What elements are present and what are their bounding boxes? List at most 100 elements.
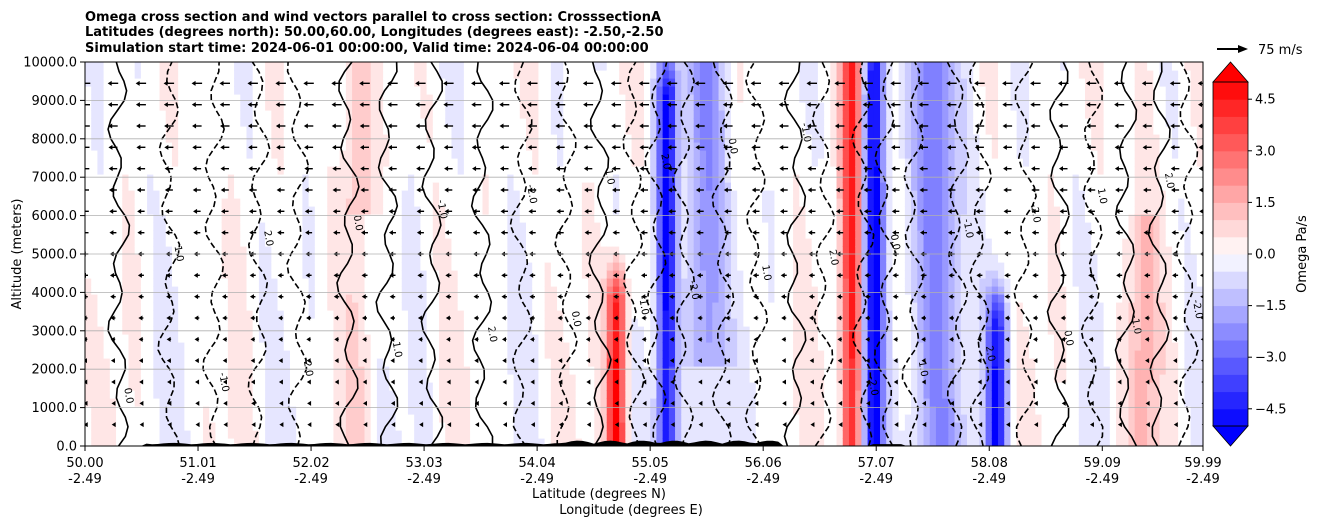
- omega-cell: [190, 230, 198, 239]
- omega-cell: [277, 374, 285, 383]
- omega-cell: [128, 166, 136, 175]
- omega-cell: [619, 78, 626, 87]
- omega-cell: [128, 390, 136, 399]
- omega-cell: [85, 94, 92, 103]
- omega-cell: [457, 126, 465, 135]
- omega-cell: [675, 246, 682, 255]
- omega-cell: [445, 206, 453, 215]
- omega-cell: [420, 406, 428, 415]
- omega-cell: [718, 86, 726, 95]
- omega-cell: [507, 110, 515, 119]
- omega-cell: [85, 246, 92, 255]
- omega-cell: [644, 406, 651, 415]
- omega-cell: [345, 134, 353, 143]
- omega-cell: [128, 422, 136, 431]
- omega-cell: [383, 126, 390, 135]
- omega-cell: [718, 94, 726, 103]
- omega-cell: [364, 246, 372, 255]
- omega-cell: [550, 230, 558, 239]
- omega-cell: [407, 198, 415, 207]
- omega-cell: [246, 158, 254, 167]
- omega-cell: [569, 230, 577, 239]
- omega-cell: [171, 262, 179, 271]
- omega-cell: [190, 302, 198, 311]
- omega-cell: [401, 70, 409, 79]
- omega-cell: [606, 294, 614, 303]
- omega-cell: [85, 350, 92, 359]
- omega-cell: [563, 158, 571, 167]
- omega-cell: [631, 102, 639, 111]
- omega-cell: [594, 294, 602, 303]
- omega-cell: [525, 430, 533, 439]
- omega-cell: [550, 342, 558, 351]
- omega-cell: [140, 294, 148, 303]
- omega-cell: [128, 366, 136, 375]
- omega-cell: [91, 222, 99, 231]
- omega-cell: [569, 414, 577, 423]
- omega-cell: [227, 110, 235, 119]
- omega-cell: [544, 158, 552, 167]
- omega-cell: [364, 310, 372, 319]
- omega-cell: [128, 150, 136, 159]
- omega-cell: [184, 86, 192, 95]
- omega-cell: [128, 342, 136, 351]
- omega-cell: [432, 262, 440, 271]
- omega-cell: [358, 390, 366, 399]
- omega-cell: [532, 350, 540, 359]
- omega-cell: [637, 134, 645, 143]
- omega-cell: [457, 406, 465, 415]
- omega-cell: [538, 134, 546, 143]
- omega-cell: [619, 358, 626, 367]
- omega-cell: [358, 302, 366, 311]
- omega-cell: [470, 126, 477, 135]
- omega-cell: [221, 262, 229, 271]
- omega-cell: [258, 94, 266, 103]
- omega-cell: [594, 270, 602, 279]
- omega-cell: [265, 390, 272, 399]
- omega-cell: [234, 198, 241, 207]
- omega-cell: [128, 398, 136, 407]
- omega-cell: [283, 158, 291, 167]
- omega-cell: [557, 78, 564, 87]
- omega-cell: [209, 350, 217, 359]
- omega-cell: [97, 222, 105, 231]
- omega-cell: [159, 230, 167, 239]
- omega-cell: [532, 334, 540, 343]
- omega-cell: [420, 118, 428, 127]
- omega-cell: [625, 94, 633, 103]
- omega-cell: [153, 366, 161, 375]
- omega-cell: [426, 262, 434, 271]
- omega-cell: [501, 102, 508, 111]
- omega-cell: [116, 118, 123, 127]
- omega-cell: [209, 94, 217, 103]
- omega-cell: [439, 110, 446, 119]
- omega-cell: [395, 422, 403, 431]
- omega-cell: [383, 438, 390, 446]
- omega-cell: [153, 422, 161, 431]
- omega-cell: [128, 294, 136, 303]
- omega-cell: [588, 110, 595, 119]
- omega-cell: [693, 422, 701, 431]
- omega-cell: [619, 214, 626, 223]
- omega-cell: [656, 142, 664, 151]
- omega-cell: [345, 102, 353, 111]
- omega-cell: [712, 118, 720, 127]
- omega-cell: [439, 382, 446, 391]
- omega-cell: [383, 406, 390, 415]
- omega-cell: [581, 318, 589, 327]
- omega-cell: [116, 390, 123, 399]
- omega-cell: [432, 398, 440, 407]
- omega-cell: [631, 254, 639, 263]
- omega-cell: [178, 86, 185, 95]
- omega-cell: [463, 270, 471, 279]
- omega-cell: [600, 70, 608, 79]
- omega-cell: [501, 222, 508, 231]
- omega-cell: [383, 334, 390, 343]
- omega-cell: [588, 206, 595, 215]
- omega-cell: [675, 422, 682, 431]
- omega-cell: [656, 174, 664, 183]
- omega-cell: [488, 398, 496, 407]
- omega-cell: [668, 222, 676, 231]
- omega-cell: [321, 166, 328, 175]
- omega-cell: [109, 222, 117, 231]
